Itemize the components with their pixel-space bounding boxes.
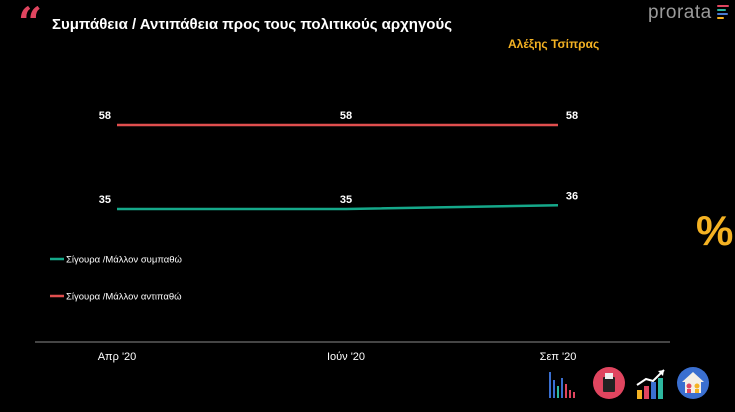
data-label: 58: [99, 110, 111, 122]
data-label: 58: [566, 110, 578, 122]
ballot-box-icon: [593, 367, 625, 399]
chart-title: Συμπάθεια / Αντιπάθεια προς τους πολιτικ…: [52, 16, 453, 33]
data-label: 35: [99, 194, 111, 206]
brand-bars-icon: [717, 5, 729, 19]
data-label: 36: [566, 190, 578, 202]
bar-chart-icon: [549, 372, 575, 398]
x-tick-label: Ιούν '20: [327, 351, 365, 363]
chart-subtitle: Αλέξης Τσίπρας: [508, 37, 600, 51]
x-tick-label: Απρ '20: [98, 351, 137, 363]
footer-icons: [546, 366, 716, 402]
data-label: 35: [340, 194, 352, 206]
brand-logo: prorata: [648, 2, 712, 23]
legend-label: Σίγουρα /Μάλλον συμπαθώ: [66, 255, 183, 266]
legend-label: Σίγουρα /Μάλλον αντιπαθώ: [66, 292, 182, 303]
x-tick-label: Σεπ '20: [540, 351, 577, 363]
quote-icon: “: [18, 0, 43, 47]
percent-icon: %: [696, 207, 734, 254]
data-label: 58: [340, 110, 352, 122]
house-people-icon: [677, 367, 709, 399]
series-line-1: [117, 204, 559, 211]
trend-up-icon: [636, 369, 665, 399]
